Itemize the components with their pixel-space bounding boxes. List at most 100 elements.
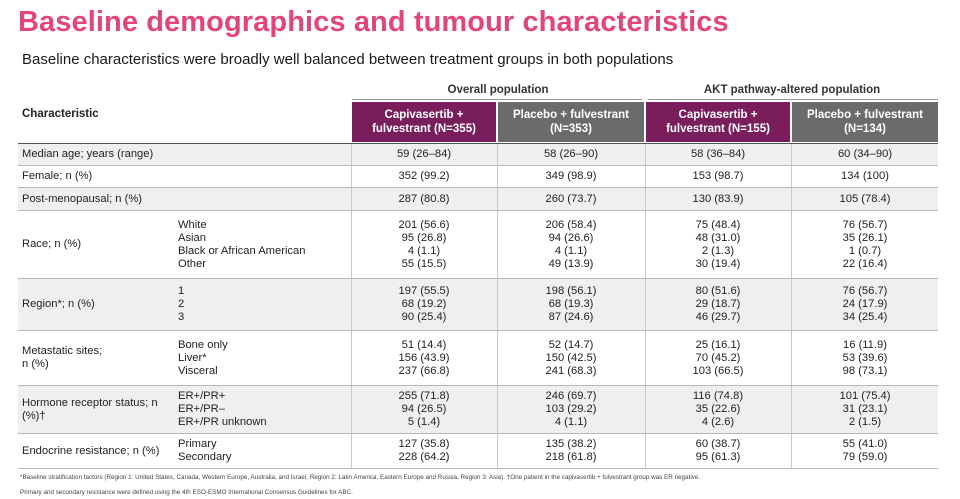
column-header-capivasertib-overall: Capivasertib + fulvestrant (N=355) [352, 102, 496, 142]
header-line: Capivasertib + [678, 109, 758, 121]
row-subcategory: Black or African American [178, 245, 306, 257]
table-cell: 31 (23.1) [842, 403, 888, 415]
table-cell: 105 (78.4) [839, 193, 891, 205]
header-line: (N=353) [550, 123, 592, 135]
column-separator [351, 188, 352, 210]
header-line: fulvestrant (N=355) [372, 123, 476, 135]
row-subcategory: ER+/PR unknown [178, 416, 267, 428]
column-separator [645, 386, 646, 433]
row-subcategory: Secondary [178, 451, 232, 463]
table-cell: 76 (56.7) [842, 285, 888, 297]
table-cell: 59 (26–84) [396, 148, 452, 160]
table-cell: 52 (14.7) [548, 339, 594, 351]
table-cell: 48 (31.0) [695, 232, 741, 244]
column-separator [351, 144, 352, 165]
row-subcategory: 1 [178, 285, 185, 297]
table-cell: 95 (26.8) [401, 232, 447, 244]
column-separator [497, 211, 498, 278]
table-row: Post-menopausal; n (%) 287 (80.8) 260 (73.… [18, 188, 938, 211]
footnote-2: Primary and secondary resistance were de… [20, 489, 353, 496]
column-separator [645, 188, 646, 210]
table-cell: 75 (48.4) [695, 219, 741, 231]
table-cell: 90 (25.4) [401, 311, 447, 323]
table-cell: 287 (80.8) [398, 193, 450, 205]
row-subcategory: Liver* [178, 352, 207, 364]
column-separator [351, 331, 352, 385]
table-cell: 5 (1.4) [407, 416, 441, 428]
table-cell: 130 (83.9) [692, 193, 744, 205]
table-cell: 29 (18.7) [695, 298, 741, 310]
table-cell: 206 (58.4) [545, 219, 597, 231]
column-separator [791, 166, 792, 187]
table-cell: 68 (19.3) [548, 298, 594, 310]
table-cell: 46 (29.7) [695, 311, 741, 323]
table-cell: 98 (73.1) [842, 365, 888, 377]
table-cell: 60 (38.7) [695, 438, 741, 450]
table-cell: 260 (73.7) [545, 193, 597, 205]
table-cell: 241 (68.3) [545, 365, 597, 377]
row-label: Female; n (%) [22, 170, 93, 182]
column-separator [645, 331, 646, 385]
table-row: Metastatic sites; n (%) Bone only Liver* Vi… [18, 331, 938, 386]
column-separator [791, 279, 792, 330]
table-cell: 30 (19.4) [695, 258, 741, 270]
table-cell: 127 (35.8) [398, 438, 450, 450]
table-cell: 87 (24.6) [548, 311, 594, 323]
column-separator [497, 434, 498, 468]
column-separator [791, 434, 792, 468]
slide-title: Baseline demographics and tumour charact… [18, 6, 729, 38]
table-row: Region*; n (%) 1 2 3 197 (55.5) 68 (19.2) 90 (… [18, 279, 938, 331]
row-subcategory: ER+/PR– [178, 403, 225, 415]
column-separator [791, 331, 792, 385]
table-cell: 58 (36–84) [690, 148, 746, 160]
row-subcategory: White [178, 219, 207, 231]
table-cell: 349 (98.9) [545, 170, 597, 182]
header-line: Capivasertib + [384, 109, 464, 121]
column-separator [497, 279, 498, 330]
table-cell: 255 (71.8) [398, 390, 450, 402]
table-cell: 103 (29.2) [545, 403, 597, 415]
group-divider-akt [648, 99, 938, 100]
column-separator [791, 211, 792, 278]
header-line: Placebo + fulvestrant [513, 109, 629, 121]
column-separator [645, 211, 646, 278]
table-cell: 2 (1.3) [701, 245, 735, 257]
column-header-placebo-overall: Placebo + fulvestrant (N=353) [498, 102, 644, 142]
table-cell: 35 (22.6) [695, 403, 741, 415]
row-label: Region*; n (%) [22, 298, 95, 310]
row-label: Race; n (%) [22, 238, 82, 250]
table-cell: 16 (11.9) [843, 339, 887, 351]
footnote-1: *Baseline stratification factors (Region… [20, 474, 701, 481]
table-cell: 218 (61.8) [545, 451, 597, 463]
column-separator [645, 144, 646, 165]
table-cell: 60 (34–90) [837, 148, 893, 160]
table-cell: 49 (13.9) [548, 258, 594, 270]
column-separator [351, 166, 352, 187]
column-header-characteristic: Characteristic [22, 108, 99, 120]
table-cell: 25 (16.1) [695, 339, 741, 351]
column-separator [497, 166, 498, 187]
table-row: Female; n (%) 352 (99.2) 349 (98.9) 153 (98… [18, 166, 938, 188]
header-line: Placebo + fulvestrant [807, 109, 923, 121]
table-cell: 95 (61.3) [695, 451, 741, 463]
column-separator [497, 188, 498, 210]
row-subcategory: ER+/PR+ [178, 390, 226, 402]
row-subcategory: Asian [178, 232, 206, 244]
table-cell: 4 (1.1) [554, 245, 588, 257]
table-cell: 35 (26.1) [842, 232, 888, 244]
group-header-akt: AKT pathway-altered population [703, 84, 881, 96]
group-divider-overall [352, 99, 642, 100]
row-label: Hormone receptor status; n (%)† [22, 397, 158, 422]
row-subcategory: Primary [178, 438, 217, 450]
table-row: Race; n (%) White Asian Black or African Am… [18, 211, 938, 279]
column-separator [497, 386, 498, 433]
table-cell: 55 (15.5) [401, 258, 447, 270]
table-row: Endocrine resistance; n (%) Primary Second… [18, 434, 938, 469]
table-cell: 94 (26.5) [401, 403, 447, 415]
column-separator [351, 386, 352, 433]
table-cell: 22 (16.4) [842, 258, 888, 270]
table-cell: 58 (26–90) [543, 148, 599, 160]
row-subcategory: Visceral [178, 365, 218, 377]
table-cell: 4 (1.1) [407, 245, 441, 257]
row-label: Endocrine resistance; n (%) [22, 445, 160, 457]
